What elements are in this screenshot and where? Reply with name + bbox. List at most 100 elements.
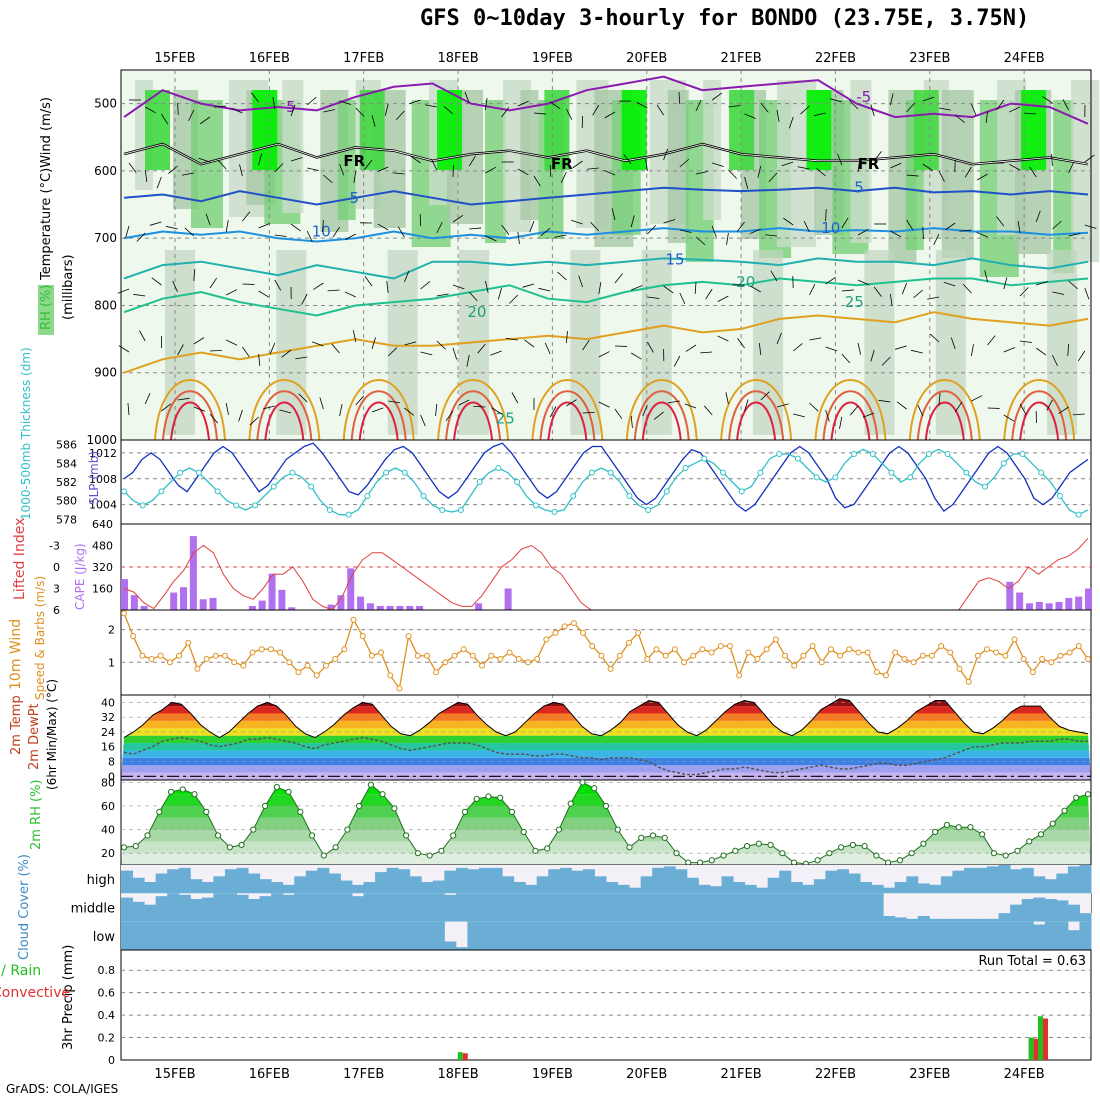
- thickness-point: [682, 465, 689, 471]
- wind-speed-point: [956, 665, 963, 672]
- cloud-cell-high: [294, 876, 307, 894]
- wind-barb: [1042, 96, 1053, 104]
- wind-barb: [679, 229, 692, 233]
- wind-barb: [560, 171, 567, 183]
- wind-barb: [274, 279, 282, 291]
- cloud-cell-low: [721, 921, 734, 950]
- cloud-cell-high: [652, 867, 665, 894]
- cloud-cell-low: [121, 921, 134, 950]
- rh2m-point: [614, 826, 621, 833]
- cloud-cell-high: [398, 869, 411, 894]
- thickness-point: [645, 507, 652, 513]
- date-label-bottom: 21FEB: [721, 1067, 762, 1082]
- wind-barb: [1024, 112, 1037, 115]
- rh-shade: [337, 100, 356, 220]
- pressure-tick-label: 600: [94, 164, 117, 178]
- wind-speed-point: [635, 629, 642, 636]
- warm-contour: [1003, 379, 1076, 441]
- cloud-cell-middle: [652, 893, 665, 922]
- cape-bar: [337, 595, 345, 610]
- wind-barb: [323, 174, 333, 184]
- temp-band: [121, 750, 1091, 758]
- wind-barb: [647, 296, 660, 299]
- rh2m-point: [485, 793, 492, 800]
- cloud-cell-low: [455, 947, 468, 950]
- thickness-point: [607, 469, 614, 476]
- cloud-cell-low: [617, 921, 630, 950]
- wind-barb: [404, 270, 410, 283]
- wind-barb: [355, 107, 365, 117]
- rh2m-point: [885, 859, 892, 866]
- wind-barb: [663, 285, 674, 294]
- wind-barb: [149, 221, 162, 226]
- contour-label: 5: [349, 189, 359, 207]
- warm-contour: [1011, 390, 1068, 441]
- wind-barb: [517, 100, 529, 107]
- cloud-cell-middle: [375, 893, 388, 922]
- cape-bar: [1006, 581, 1014, 610]
- cloud-cell-low: [490, 921, 503, 950]
- thickness-point: [1038, 469, 1045, 476]
- wind-barb: [1035, 347, 1047, 356]
- cloud-cell-high: [224, 869, 237, 894]
- pressure-tick-label: 1000: [86, 433, 117, 447]
- cloud-cell-middle: [490, 893, 503, 922]
- cloud-cell-low: [317, 921, 330, 950]
- wind-barb: [726, 232, 729, 245]
- wind-speed-point: [387, 672, 394, 679]
- rh2m-point: [356, 802, 363, 810]
- cloud-cell-middle: [1010, 904, 1023, 922]
- cloud-cell-high: [1056, 873, 1069, 894]
- cloud-cell-high: [144, 882, 157, 894]
- date-label-top: 19FEB: [532, 51, 573, 66]
- wind-barb: [226, 339, 238, 346]
- cloud-cell-middle: [825, 893, 838, 922]
- wind-barb: [468, 155, 476, 167]
- cloud-cell-low: [548, 921, 561, 950]
- wind-barb: [177, 102, 179, 116]
- wind-barb: [728, 169, 738, 179]
- wind-barb: [491, 407, 502, 415]
- cloud-cell-middle: [975, 918, 988, 922]
- rh2m-point: [414, 850, 422, 857]
- cloud-cell-low: [525, 921, 538, 950]
- cape-bar: [189, 536, 197, 610]
- isotherm-20: [123, 277, 1089, 317]
- rh2m-point: [250, 826, 257, 833]
- wind-barb: [217, 159, 227, 170]
- wind-speed-point: [240, 662, 247, 669]
- wind-speed-point: [644, 656, 651, 663]
- isotherm--5: [123, 75, 1089, 125]
- cloud-cell-high: [259, 879, 272, 894]
- thickness-point: [570, 493, 577, 499]
- wind-barb: [323, 109, 336, 113]
- wind-barb: [118, 345, 130, 353]
- wind-barb: [1019, 403, 1027, 415]
- wind-barb: [938, 107, 951, 111]
- wind-barb: [890, 230, 902, 238]
- wind-barb: [950, 337, 956, 350]
- wind-barb: [1084, 154, 1095, 163]
- cape-bar: [376, 605, 384, 610]
- wind-barb: [987, 335, 996, 346]
- wind-barb: [209, 349, 223, 352]
- date-label-bottom: 18FEB: [437, 1067, 478, 1082]
- cloud-cell-low: [1079, 921, 1092, 950]
- slp-axis-label: SLP (mb): [87, 451, 101, 505]
- rh-tick-label: 60: [101, 800, 115, 813]
- wind-barb: [199, 116, 211, 125]
- wind-barb: [870, 104, 875, 117]
- cloud-cell-middle: [351, 896, 364, 922]
- wind-barb: [809, 284, 816, 296]
- rh2m-point: [838, 844, 845, 851]
- wind-barb: [388, 400, 401, 404]
- cloud-cell-high: [975, 867, 988, 894]
- rh-lower-shade: [1047, 250, 1078, 435]
- cloud-cell-low: [213, 921, 226, 950]
- warm-contour: [342, 379, 415, 441]
- wind-barb: [128, 162, 137, 173]
- thickness-point: [757, 469, 764, 476]
- wind-speed-point: [359, 633, 366, 640]
- cape-axis-label: CAPE (J/kg): [73, 543, 87, 610]
- cloud-cell-high: [836, 869, 849, 894]
